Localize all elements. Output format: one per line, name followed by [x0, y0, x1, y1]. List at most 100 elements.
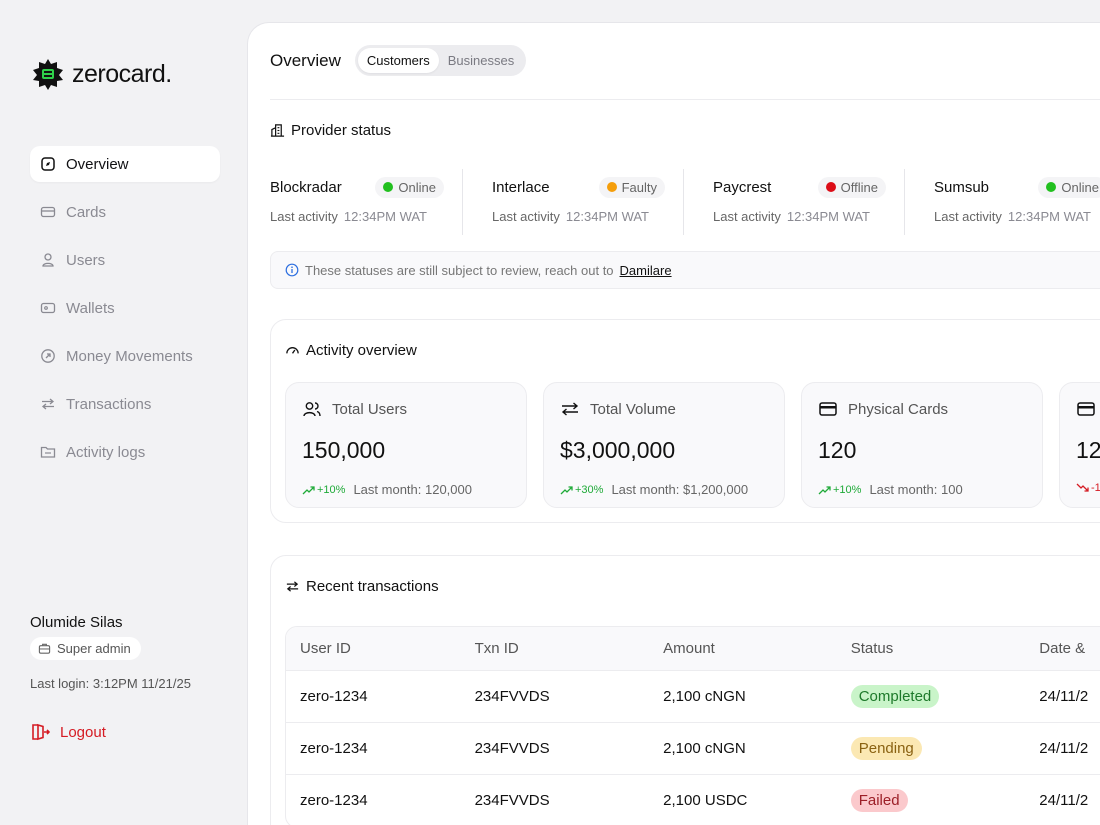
- sidebar-item-wallets[interactable]: Wallets: [30, 290, 220, 326]
- cell-amount: 2,100 cNGN: [663, 740, 746, 757]
- sidebar-item-activity-logs[interactable]: Activity logs: [30, 434, 220, 470]
- status-badge: Failed: [850, 789, 908, 812]
- column-header[interactable]: Amount: [663, 640, 715, 657]
- review-notice: These statuses are still subject to revi…: [270, 251, 1100, 289]
- column-header[interactable]: User ID: [300, 640, 351, 657]
- status-dot: [825, 182, 836, 192]
- cell-date: 24/11/2: [1039, 792, 1089, 809]
- provider-blockradar: Blockradar Online Last activity 12:34PM W…: [270, 169, 462, 235]
- gauge-icon: [286, 347, 299, 354]
- sidebar-item-users[interactable]: Users: [30, 242, 220, 278]
- sidebar-item-label: Overview: [66, 155, 129, 173]
- logout-label: Logout: [60, 723, 106, 741]
- status-badge: Online: [375, 176, 444, 198]
- notice-text: These statuses are still subject to revi…: [305, 262, 614, 278]
- tab-customers[interactable]: Customers: [357, 48, 439, 73]
- trend-badge: +10%: [818, 484, 861, 496]
- trend-value: +30%: [575, 483, 604, 496]
- role-label: Super admin: [57, 641, 131, 656]
- trend-badge: +30%: [560, 484, 603, 496]
- stat-card-virtual-cards: 12 -1: [1059, 382, 1100, 508]
- card-icon: [819, 402, 837, 416]
- swap-icon: [561, 402, 579, 416]
- page-header: Overview Customers Businesses: [270, 45, 527, 76]
- sidebar-item-cards[interactable]: Cards: [30, 194, 220, 230]
- column-header[interactable]: Status: [850, 640, 894, 657]
- transactions-table: User ID Txn ID Amount Status Date & zero…: [285, 626, 1100, 825]
- notice-contact-link[interactable]: Damilare: [619, 262, 672, 278]
- last-activity-time: 12:34PM WAT: [343, 209, 427, 224]
- last-month-value: Last month: 100: [869, 482, 963, 497]
- activity-overview-card: Activity overview Total Users 150,000 +1…: [270, 319, 1100, 523]
- main-panel: Overview Customers Businesses Provider s…: [247, 22, 1100, 825]
- status-badge: Online: [1038, 176, 1100, 198]
- folder-icon: [40, 444, 56, 460]
- status-dot: [606, 182, 617, 192]
- cell-date: 24/11/2: [1039, 740, 1089, 757]
- table-row[interactable]: zero-1234 234FVVDS 2,100 USDC Failed 24/…: [286, 775, 1100, 825]
- status-label: Faulty: [621, 179, 657, 195]
- stat-card-physical-cards: Physical Cards 120 +10% Last month: 100: [801, 382, 1043, 508]
- trend-up-icon: [560, 485, 573, 494]
- status-label: Online: [398, 179, 436, 195]
- info-icon: [285, 263, 299, 277]
- cell-user-id: zero-1234: [300, 688, 368, 705]
- trend-badge: +10%: [302, 484, 345, 496]
- trend-down-icon: [1076, 483, 1089, 492]
- column-header[interactable]: Txn ID: [474, 640, 519, 657]
- last-activity-label: Last activity: [934, 209, 1002, 224]
- provider-name: Blockradar: [270, 178, 342, 196]
- provider-sumsub: Sumsub Online Last activity 12:34PM WAT: [904, 169, 1100, 235]
- sidebar-item-label: Activity logs: [66, 443, 146, 461]
- logout-button[interactable]: Logout: [30, 722, 106, 742]
- segment-control: Customers Businesses: [354, 45, 527, 76]
- sidebar-item-overview[interactable]: Overview: [30, 146, 220, 182]
- provider-paycrest: Paycrest Offline Last activity 12:34PM WA…: [683, 169, 904, 235]
- sidebar: zerocard. Overview Cards Users Wallets: [0, 0, 246, 825]
- cell-txn-id: 234FVVDS: [474, 792, 550, 809]
- tab-businesses[interactable]: Businesses: [447, 53, 515, 68]
- stat-card-total-users: Total Users 150,000 +10% Last month: 120…: [285, 382, 527, 508]
- sidebar-item-money-movements[interactable]: Money Movements: [30, 338, 220, 374]
- header-divider: [270, 99, 1100, 100]
- provider-name: Interlace: [492, 178, 550, 196]
- cell-amount: 2,100 USDC: [663, 792, 748, 809]
- status-label: Offline: [840, 179, 878, 195]
- swap-icon: [286, 581, 299, 592]
- cell-user-id: zero-1234: [300, 792, 368, 809]
- stat-value: 120: [818, 437, 857, 463]
- compass-icon: [40, 156, 56, 172]
- arrow-circle-icon: [40, 348, 56, 364]
- wallet-icon: [40, 300, 56, 316]
- column-header[interactable]: Date &: [1039, 640, 1086, 657]
- trend-up-icon: [302, 485, 315, 494]
- table-row[interactable]: zero-1234 234FVVDS 2,100 cNGN Pending 24…: [286, 723, 1100, 775]
- cell-date: 24/11/2: [1039, 688, 1089, 705]
- stat-card-total-volume: Total Volume $3,000,000 +30% Last month:…: [543, 382, 785, 508]
- sidebar-item-label: Wallets: [66, 299, 115, 317]
- stat-label: Physical Cards: [848, 400, 949, 418]
- last-activity: Last activity 12:34PM WAT: [713, 209, 886, 224]
- last-activity-label: Last activity: [713, 209, 781, 224]
- last-activity-time: 12:34PM WAT: [1007, 209, 1091, 224]
- last-activity-label: Last activity: [270, 209, 338, 224]
- brand-name: zerocard.: [72, 59, 172, 88]
- sidebar-item-label: Money Movements: [66, 347, 193, 365]
- stat-value: $3,000,000: [560, 437, 676, 463]
- provider-interlace: Interlace Faulty Last activity 12:34PM WA…: [462, 169, 683, 235]
- brand-logo[interactable]: zerocard.: [32, 58, 172, 90]
- users-icon: [303, 402, 321, 417]
- table-row[interactable]: zero-1234 234FVVDS 2,100 cNGN Completed …: [286, 671, 1100, 723]
- sidebar-nav: Overview Cards Users Wallets Money Movem…: [30, 146, 220, 482]
- status-badge: Completed: [850, 685, 940, 708]
- role-badge: Super admin: [30, 637, 141, 660]
- sidebar-item-label: Transactions: [66, 395, 152, 413]
- cell-txn-id: 234FVVDS: [474, 688, 550, 705]
- sidebar-item-transactions[interactable]: Transactions: [30, 386, 220, 422]
- status-badge: Pending: [850, 737, 922, 760]
- zerocard-logo-icon: [33, 59, 63, 90]
- swap-icon: [40, 396, 56, 412]
- card-icon: [1077, 402, 1095, 416]
- trend-value: -1: [1091, 482, 1100, 494]
- trend-value: +10%: [833, 483, 862, 496]
